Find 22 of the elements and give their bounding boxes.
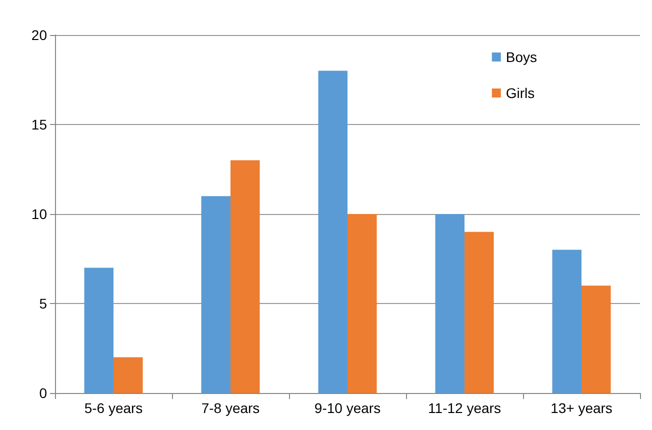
legend-label: Boys	[506, 49, 537, 65]
bar	[201, 196, 230, 393]
x-tick-label: 11-12 years	[428, 400, 501, 416]
y-tick-label: 0	[39, 385, 48, 401]
y-tick-label: 20	[31, 27, 48, 43]
x-tick-label: 7-8 years	[201, 400, 260, 416]
y-tick-label: 15	[31, 116, 48, 132]
y-tick-label: 5	[39, 296, 48, 312]
bar	[114, 357, 143, 393]
bar	[84, 268, 114, 393]
bar	[348, 214, 377, 393]
bar	[230, 160, 260, 393]
bar	[464, 232, 494, 393]
x-tick-label: 5-6 years	[84, 400, 143, 416]
y-tick-label: 10	[31, 206, 48, 222]
bar	[435, 214, 464, 393]
x-tick-label: 13+ years	[550, 400, 612, 416]
bar	[318, 70, 348, 393]
legend-label: Girls	[506, 85, 535, 101]
bar	[582, 286, 611, 393]
x-tick-label: 9-10 years	[314, 400, 381, 416]
bar	[552, 250, 582, 393]
